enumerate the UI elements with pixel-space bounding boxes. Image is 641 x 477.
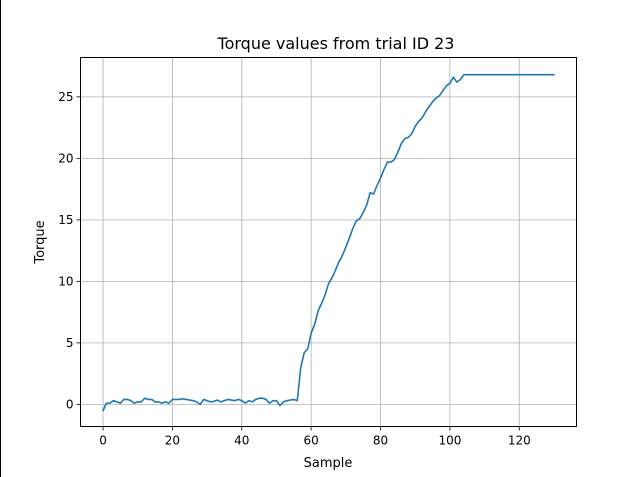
x-tick-label: 20 <box>165 434 180 448</box>
y-tick-label: 5 <box>66 336 74 350</box>
y-axis-label: Torque <box>33 220 48 264</box>
plot-frame <box>80 57 577 427</box>
x-tick-label: 0 <box>99 434 107 448</box>
x-tick-label: 80 <box>373 434 388 448</box>
x-tick-label: 60 <box>304 434 319 448</box>
x-axis-ticks: 0 20 40 60 80 100 120 <box>99 426 531 448</box>
grid-lines <box>80 57 577 427</box>
y-tick-label: 20 <box>58 151 73 165</box>
y-tick-label: 25 <box>58 90 73 104</box>
y-tick-label: 10 <box>58 274 73 288</box>
torque-series-line <box>101 73 555 412</box>
chart-title: Torque values from trial ID 23 <box>217 34 455 53</box>
x-tick-label: 100 <box>438 434 461 448</box>
x-tick-label: 40 <box>234 434 249 448</box>
x-tick-label: 120 <box>508 434 531 448</box>
series-layer <box>101 73 555 412</box>
y-tick-label: 15 <box>58 213 73 227</box>
y-tick-label: 0 <box>66 397 74 411</box>
y-axis-ticks: 0 5 10 15 20 25 <box>58 90 81 411</box>
x-axis-label: Sample <box>304 456 353 471</box>
left-edge-rule <box>0 0 1 477</box>
